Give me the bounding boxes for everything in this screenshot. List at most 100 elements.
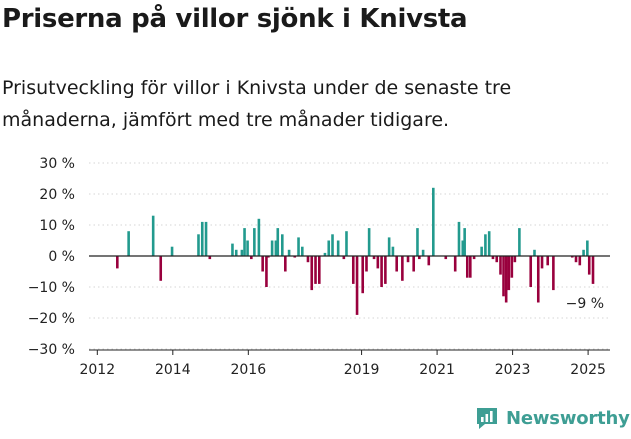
y-tick-label: 30 % <box>39 156 75 172</box>
bar: 2021.75: 9 % <box>463 228 466 256</box>
last-value-label: −9 % <box>566 296 604 312</box>
bar: 2016.65: 5 % <box>270 240 274 256</box>
bar: 2018.8: −9 % <box>351 256 355 284</box>
bar: 2020.5: 9 % <box>416 228 419 256</box>
bar: 2016.18: 9 % <box>253 228 256 256</box>
bar: 2016.92: 7 % <box>281 234 284 256</box>
newsworthy-logo: Newsworthy <box>474 405 630 431</box>
bar: 2022.2: 3 % <box>480 246 483 256</box>
bar: 2025: 5 % <box>586 240 589 256</box>
bar: 2019.65: −9 % <box>384 256 387 284</box>
bar: 2017.25: −0.5 % <box>293 256 297 258</box>
bar: 2022.3: 7 % <box>484 234 487 256</box>
bar: 2017.7: −11 % <box>310 256 314 291</box>
bar: 2021.9: −7 % <box>469 256 472 278</box>
bar: 2022.6: −2 % <box>495 256 499 263</box>
bar: 2023.6: 2 % <box>533 249 536 256</box>
x-tick-label: 2016 <box>230 362 266 378</box>
chart-title: Priserna på villor sjönk i Knivsta <box>2 4 468 34</box>
bar: 2023.7: −15 % <box>536 256 540 303</box>
bar: 2024.8: −3 % <box>578 256 582 266</box>
bar: 2016.75: 5 % <box>274 240 278 256</box>
bar: 2014.8: 11 % <box>200 221 204 256</box>
bar: 2020.1: −8 % <box>401 256 404 281</box>
bar: 2016.4: −5 % <box>261 256 264 272</box>
bar: 2015: −1 % <box>208 256 212 260</box>
bar: 2018.4: 5 % <box>336 240 340 256</box>
bar: 2020.8: −3 % <box>427 256 431 266</box>
bar: 2016.1: −1 % <box>250 256 253 260</box>
bar: 2012.85: 8 % <box>127 231 130 256</box>
bar: 2020.92: 22 % <box>432 187 435 256</box>
bar: 2014: 3 % <box>170 246 174 256</box>
bar: 2025.05: −6 % <box>587 256 591 275</box>
x-tick-label: 2021 <box>419 362 455 378</box>
x-tick-label: 2012 <box>79 362 115 378</box>
bar: 2013.5: 13 % <box>151 215 155 256</box>
bar: 2019.45: −4 % <box>376 256 380 269</box>
newsworthy-logo-icon <box>477 408 497 429</box>
bar: 2022: −1 % <box>472 256 476 260</box>
bar: 2020.65: 2 % <box>421 249 425 256</box>
y-tick-label: −30 % <box>28 342 75 358</box>
y-axis: 30 % 20 % 10 % 0 % −10 % −20 % −30 % <box>28 156 75 358</box>
bar: 2015.85: 2 % <box>240 249 244 256</box>
gridlines <box>89 162 610 350</box>
bar: 2023: −7 % <box>510 256 514 278</box>
bar: 2021.5: −5 % <box>453 256 457 272</box>
bar: 2018.9: −19 % <box>355 256 359 315</box>
bar: 2024.6: −0.5 % <box>570 256 574 258</box>
bar: 2015.6: 4 % <box>231 243 234 256</box>
x-tick-label: 2014 <box>155 362 191 378</box>
bar: 2017.6: −2 % <box>306 256 310 263</box>
chart-subtitle: Prisutveckling för villor i Knivsta unde… <box>2 77 512 131</box>
bar: 2018.15: 5 % <box>327 240 331 256</box>
bar: 2018.62: 8 % <box>345 231 348 256</box>
bar: 2017.8: −9 % <box>314 256 317 284</box>
bar: 2022.85: −15 % <box>504 256 508 303</box>
y-tick-label: −10 % <box>28 280 75 296</box>
bar-chart: 30 % 20 % 10 % 0 % −10 % −20 % −30 % 2012.55: … <box>28 156 610 378</box>
bar: 2021.7: 5 % <box>461 240 465 256</box>
bar: 2019.05: −12 % <box>361 256 365 294</box>
bar: 2019.15: −5 % <box>365 256 368 272</box>
y-tick-label: 0 % <box>48 249 75 265</box>
bar: 2017.1: 2 % <box>287 249 291 256</box>
x-tick-label: 2023 <box>495 362 531 378</box>
bar: 2019.22: 9 % <box>367 228 371 256</box>
bars: 2012.55: −4 % 2012.85: 8 % 2013.5: 13 % 201… <box>116 187 595 315</box>
bar: 2024.7: −2 % <box>574 256 578 263</box>
bar: 2023.95: −3 % <box>546 256 550 266</box>
x-tick-label: 2025 <box>570 362 606 378</box>
bar: 2024.1: −11 % <box>552 256 555 291</box>
bar: 2015.7: 2 % <box>234 249 238 256</box>
bar: 2017.9: −9 % <box>318 256 321 284</box>
bar: 2021.6: 11 % <box>457 221 461 256</box>
bar: 2014.7: 7 % <box>197 234 200 256</box>
bar: 2020.25: −2 % <box>406 256 410 263</box>
bar: 2016.8: 9 % <box>276 228 280 256</box>
bar: 2022.92: −11 % <box>507 256 511 291</box>
bar: 2016.55: −0.5 % <box>267 256 270 258</box>
bar: 2013.7: −8 % <box>159 256 163 281</box>
bar: 2023.8: −4 % <box>540 256 544 269</box>
bar: 2017.35: 6 % <box>297 237 300 256</box>
bar: 2025.15: −9 % <box>591 256 595 284</box>
bar: 2015.92: 9 % <box>243 228 246 256</box>
bar: 2022.5: −1 % <box>491 256 495 260</box>
bar: 2014.9: 11 % <box>204 221 208 256</box>
bar: 2020.4: −5 % <box>412 256 415 272</box>
bar: 2018.25: 7 % <box>331 234 334 256</box>
bar: 2019.85: 3 % <box>391 246 395 256</box>
bar: 2021.82: −7 % <box>465 256 469 278</box>
bar: 2022.4: 8 % <box>487 231 491 256</box>
bar: 2019.55: −10 % <box>380 256 383 287</box>
newsworthy-logo-text: Newsworthy <box>506 407 630 429</box>
bar: 2016: 5 % <box>246 240 249 256</box>
x-tick-label: 2019 <box>344 362 380 378</box>
bar: 2019.95: −5 % <box>395 256 398 272</box>
x-axis: 2012 2014 2016 2019 2021 2023 2025 <box>79 349 610 378</box>
y-tick-label: 10 % <box>39 218 75 234</box>
y-tick-label: 20 % <box>39 187 75 203</box>
bar: 2017.45: 3 % <box>301 246 304 256</box>
